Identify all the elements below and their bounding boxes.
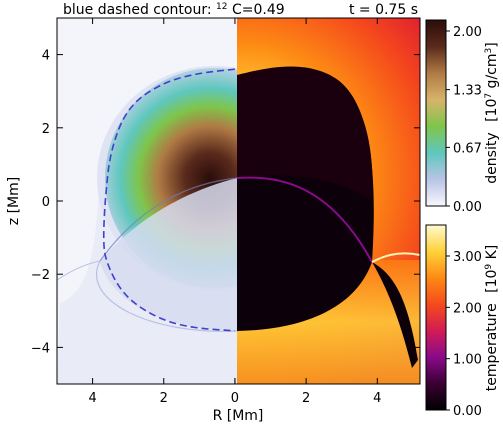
temperature-panel bbox=[237, 18, 420, 384]
y-tick-label: 4 bbox=[42, 49, 50, 64]
temperature-colorbar-label: temperature [109 K] bbox=[484, 245, 500, 392]
shock-front bbox=[99, 177, 237, 262]
x-tick-label: 0 bbox=[231, 391, 239, 406]
chart-title: blue dashed contour: 12 C=0.49 bbox=[63, 0, 285, 18]
y-tick-label: 2 bbox=[42, 122, 50, 137]
density-colorbar-label: density [107 g/cm3] bbox=[484, 42, 500, 183]
density-panel bbox=[57, 18, 237, 384]
carbon-contour bbox=[102, 68, 235, 332]
hot-wisp bbox=[371, 252, 420, 263]
lower-hemisphere bbox=[100, 178, 237, 331]
density-tick-label: 2.00 bbox=[453, 25, 482, 40]
temperature-tick-label: 2.00 bbox=[453, 301, 482, 316]
density-colorbar: 2.00 1.33 0.67 0.00 density [107 g/cm3] bbox=[425, 19, 500, 215]
x-axis: 4 2 0 2 4 bbox=[88, 18, 381, 406]
density-tick-label: 0.67 bbox=[453, 141, 482, 156]
x-axis-label: R [Mm] bbox=[213, 408, 264, 424]
x-tick-label: 2 bbox=[160, 391, 168, 406]
temperature-colorbar: 3.00 2.00 1.00 0.00 temperature [109 K] bbox=[425, 224, 500, 419]
density-tick-label: 0.00 bbox=[453, 200, 482, 215]
temperature-tick-label: 3.00 bbox=[453, 250, 482, 265]
y-axis: 4 2 0 −2 −4 bbox=[31, 49, 420, 356]
y-axis-label: z [Mm] bbox=[6, 177, 22, 225]
hot-band bbox=[237, 176, 373, 263]
temperature-tick-label: 0.00 bbox=[453, 404, 482, 419]
lower-lobe bbox=[96, 260, 237, 332]
y-tick-label: −2 bbox=[31, 268, 50, 283]
y-tick-label: 0 bbox=[42, 195, 50, 210]
x-tick-label: 4 bbox=[88, 391, 96, 406]
x-tick-label: 4 bbox=[373, 391, 381, 406]
tail-left bbox=[57, 260, 101, 281]
cold-tail bbox=[372, 262, 418, 368]
cold-bubble-upper bbox=[237, 66, 373, 200]
density-tick-label: 1.33 bbox=[453, 84, 482, 99]
temperature-tick-label: 1.00 bbox=[453, 353, 482, 368]
y-tick-label: −4 bbox=[31, 341, 50, 356]
x-tick-label: 2 bbox=[302, 391, 310, 406]
time-label: t = 0.75 s bbox=[349, 2, 418, 18]
